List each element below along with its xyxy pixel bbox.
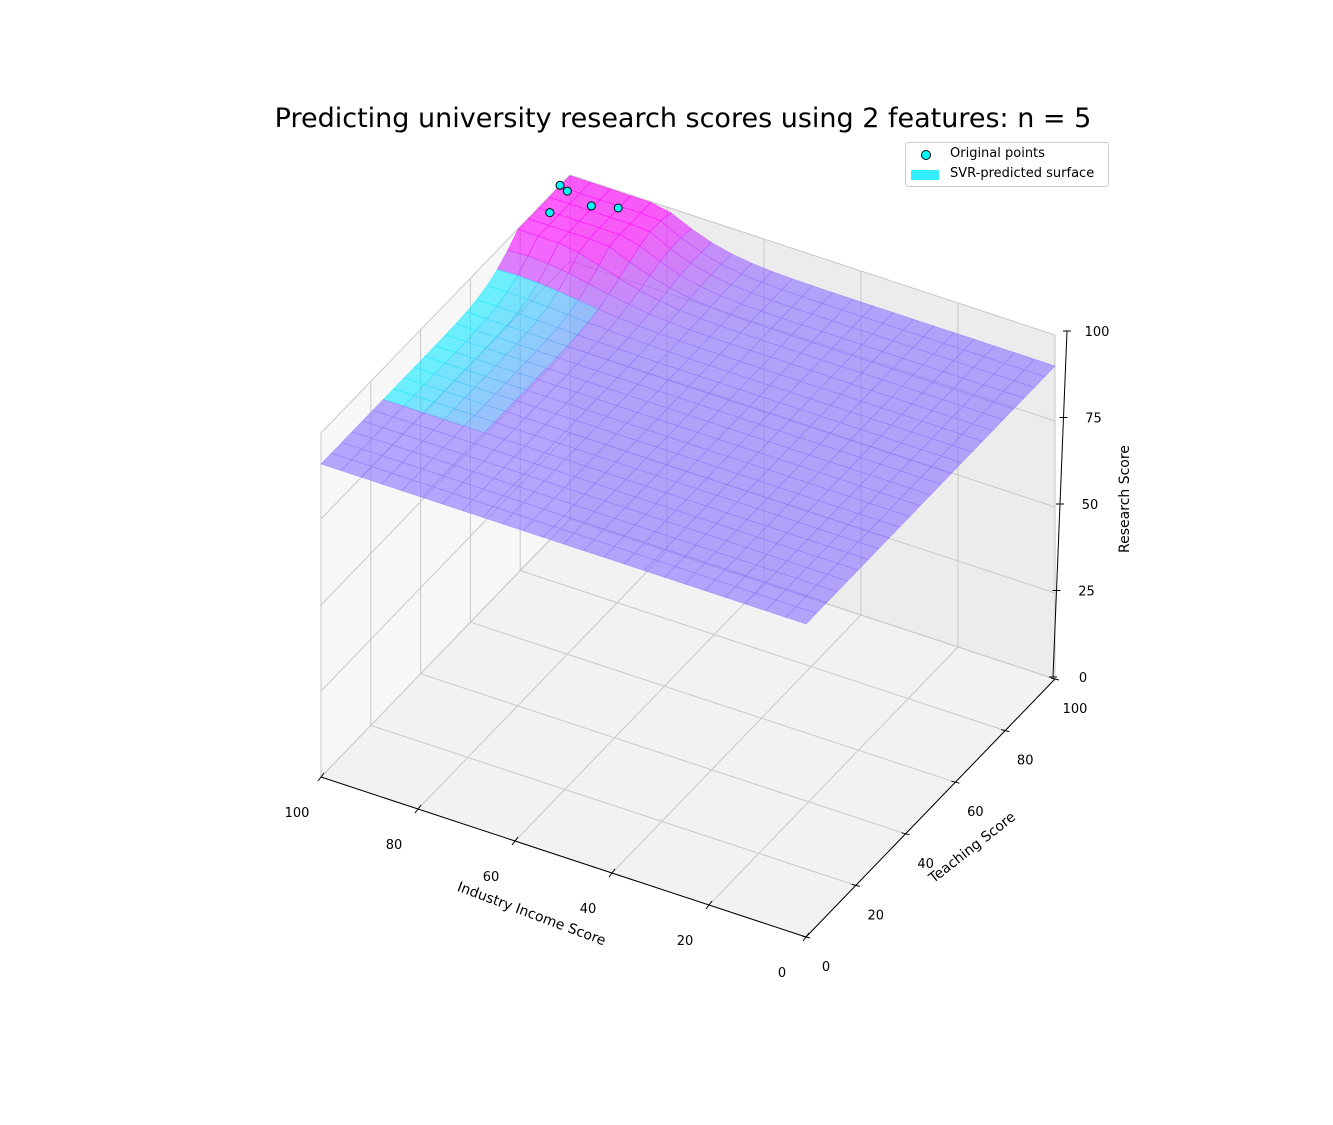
svr-surface	[320, 175, 1056, 625]
x-tick-label: 40	[580, 902, 597, 917]
y-tick-label: 20	[868, 908, 885, 923]
y-tick-mark	[851, 883, 860, 887]
x-axis-line	[320, 776, 807, 938]
x-tick-mark	[414, 804, 422, 814]
y-tick-label: 0	[822, 960, 830, 975]
y-tick-label: 60	[967, 805, 984, 820]
x-tick-label: 20	[677, 934, 694, 949]
legend-patch-icon	[911, 170, 939, 180]
scatter-points	[545, 180, 623, 218]
x-tick-label: 60	[483, 870, 500, 885]
y-axis-line	[805, 678, 1056, 938]
data-point	[562, 186, 572, 196]
legend-label: Original points	[950, 146, 1045, 161]
tick-marks: 0 20 40 60 80 100 0 20 40 60 80 100 0 25 50 75 100	[285, 325, 1110, 981]
z-tick-label: 25	[1078, 585, 1095, 600]
floor-pane	[321, 519, 1055, 937]
chart-title: Predicting university research scores us…	[275, 103, 1092, 134]
z-tick-label: 0	[1079, 671, 1087, 686]
y-axis-label: Teaching Score	[925, 809, 1019, 887]
legend-label: SVR-predicted surface	[950, 166, 1095, 181]
data-point	[613, 203, 623, 213]
z-tick-label: 50	[1082, 498, 1099, 513]
data-point	[555, 180, 565, 190]
y-tick-mark	[1001, 729, 1010, 733]
data-point	[545, 208, 555, 218]
y-tick-mark	[951, 780, 960, 784]
x-tick-mark	[317, 772, 325, 782]
y-tick-mark	[801, 935, 811, 939]
x-tick-mark	[705, 900, 713, 910]
z-tick-label: 100	[1085, 325, 1110, 340]
legend: Original points SVR-predicted surface	[905, 142, 1109, 187]
z-grid-line	[320, 174, 1056, 434]
x-tick-label: 80	[386, 838, 403, 853]
x-tick-mark	[608, 868, 616, 878]
z-axis-label: Research Score	[1117, 445, 1133, 553]
y-tick-label: 40	[917, 857, 934, 872]
x-tick-mark	[511, 836, 519, 846]
y-tick-mark	[1050, 677, 1060, 681]
y-tick-label: 80	[1017, 754, 1034, 769]
x-tick-label: 0	[778, 966, 786, 981]
data-point	[586, 201, 596, 211]
x-tick-label: 100	[285, 806, 310, 821]
surface-patch	[785, 606, 817, 625]
legend-marker-icon	[921, 150, 931, 160]
y-tick-mark	[901, 832, 910, 836]
z-tick-label: 75	[1085, 412, 1102, 427]
y-tick-label: 100	[1063, 702, 1088, 717]
